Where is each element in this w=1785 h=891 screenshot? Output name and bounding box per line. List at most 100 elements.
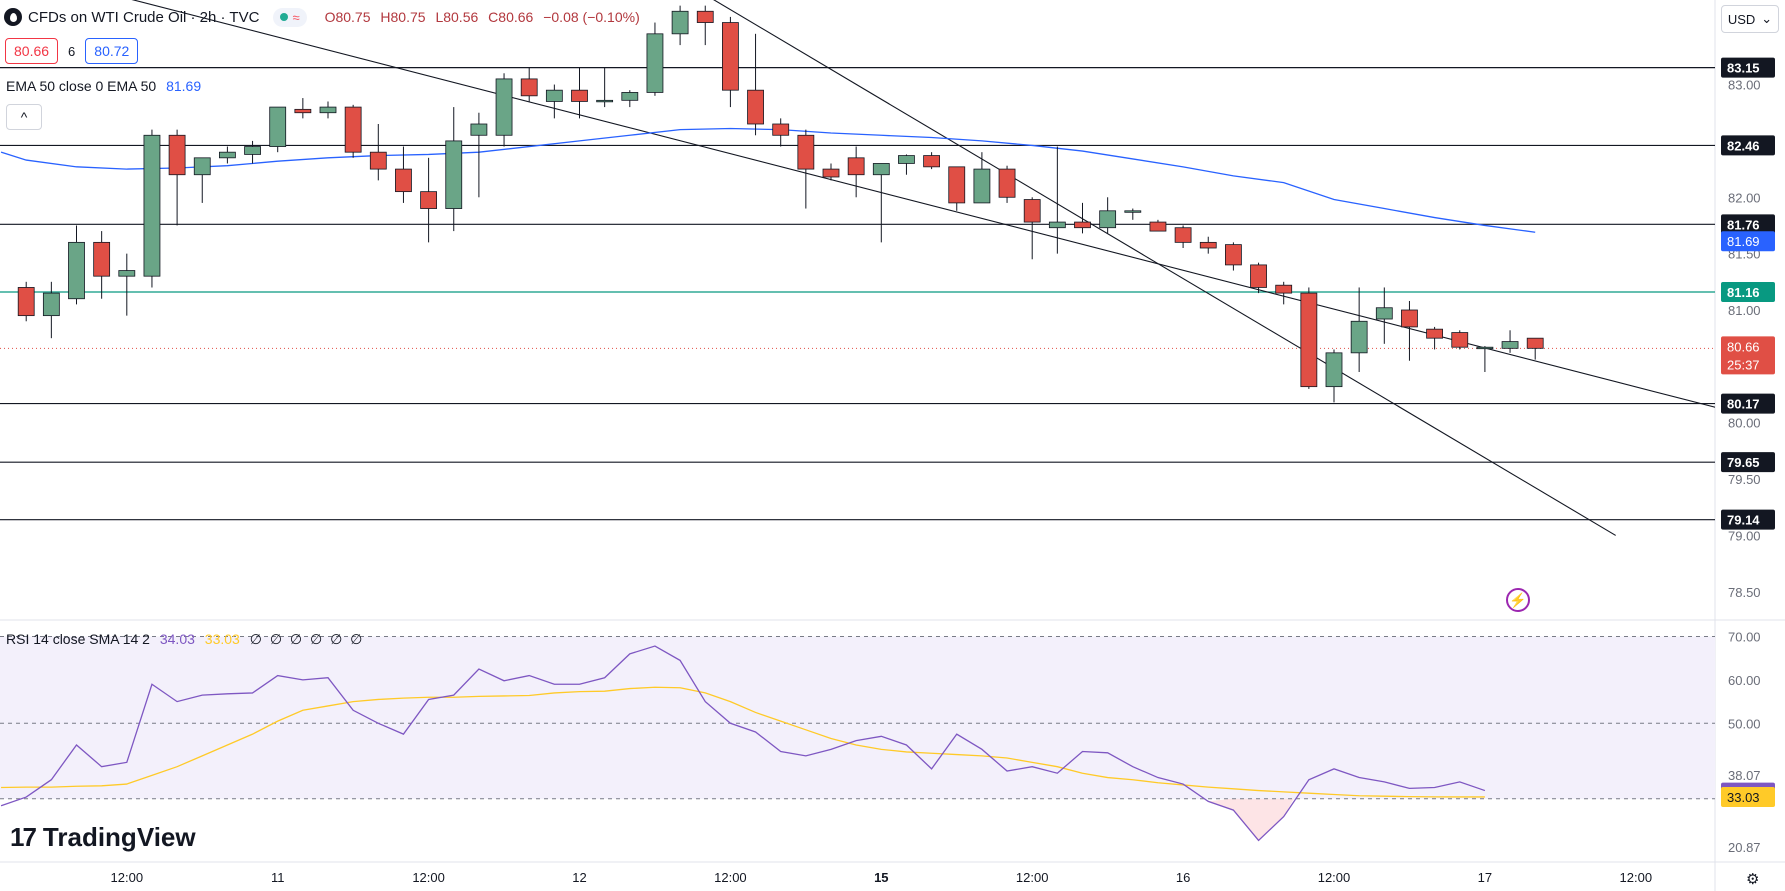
candle-body	[1401, 309, 1418, 328]
candle-body	[1023, 199, 1041, 223]
collapse-legend-button[interactable]: ^	[6, 104, 42, 130]
trade-buttons: 80.66 6 80.72	[5, 38, 139, 64]
candle-body	[294, 108, 312, 114]
candle	[68, 225, 85, 305]
candle-body	[621, 92, 639, 101]
level-axis-label: 79.65	[1727, 455, 1760, 470]
rsi-line	[0, 645, 1486, 842]
candle-body	[118, 270, 136, 277]
rsi-legend-value: 34.03	[159, 631, 195, 647]
candle	[898, 154, 915, 175]
candle	[1225, 242, 1242, 271]
candle-body	[1451, 332, 1469, 348]
candle-body	[571, 89, 588, 102]
level-axis-tag	[1721, 452, 1775, 473]
time-tick-label: 12	[572, 870, 586, 885]
candle-body	[1300, 292, 1318, 388]
time-tick-label: 12:00	[1620, 870, 1653, 885]
candle-body	[872, 163, 890, 176]
time-tick-label: 15	[874, 870, 888, 885]
candle-body	[1124, 210, 1142, 213]
level-axis-label: 83.15	[1727, 61, 1760, 76]
candle-body	[1426, 328, 1443, 339]
candle-body	[923, 155, 940, 168]
candle-body	[495, 78, 513, 136]
candle	[923, 152, 940, 170]
last-price-axis-tag	[1721, 336, 1775, 375]
candle-body	[973, 168, 991, 204]
market-status-badge[interactable]: ≈	[273, 7, 307, 27]
price-tick-label: 78.50	[1728, 585, 1761, 600]
candle-body	[17, 287, 35, 317]
last-price-axis-label: 80.66	[1727, 339, 1760, 354]
rsi-tick-label: 70.00	[1728, 630, 1761, 645]
flash-icon[interactable]: ⚡	[1506, 588, 1530, 612]
sell-button[interactable]: 80.66	[5, 38, 59, 64]
candle	[93, 231, 111, 299]
price-tick-label: 79.00	[1728, 528, 1761, 543]
candle-body	[671, 10, 689, 35]
time-tick-label: 16	[1176, 870, 1190, 885]
candle-body	[646, 33, 664, 93]
candle	[872, 163, 890, 243]
candle	[1174, 225, 1192, 248]
candle	[369, 124, 387, 181]
candle-body	[1048, 221, 1066, 229]
trendline	[131, 0, 1715, 408]
price-tick-label: 79.50	[1728, 472, 1761, 487]
candle	[1250, 262, 1267, 294]
candle	[470, 112, 488, 198]
candle	[1048, 146, 1066, 254]
candle	[269, 106, 287, 153]
candle-body	[1199, 241, 1217, 249]
candle-body	[1275, 284, 1293, 294]
candle-body	[1501, 341, 1519, 349]
candle	[344, 104, 362, 158]
candle-body	[143, 134, 161, 277]
candle	[1300, 287, 1318, 389]
candle	[1199, 236, 1217, 254]
level-axis-label: 80.17	[1727, 397, 1760, 412]
level-axis-label: 79.14	[1727, 513, 1760, 528]
rsi-plot	[0, 636, 1715, 842]
candle	[1526, 337, 1544, 360]
chevron-down-icon: ⌄	[1761, 11, 1773, 26]
symbol-title[interactable]: CFDs on WTI Crude Oil · 2h · TVC	[28, 8, 260, 26]
market-open-icon	[280, 13, 289, 21]
rsi-axis-label: 33.03	[1727, 790, 1760, 805]
candle	[998, 165, 1016, 203]
rsi-legend[interactable]: RSI 14 close SMA 14 2 34.03 33.03 ∅ ∅ ∅ …	[6, 631, 364, 648]
candle	[1023, 197, 1041, 260]
candle	[17, 281, 35, 322]
level-axis-label: 81.76	[1727, 217, 1760, 232]
candle-body	[470, 123, 488, 136]
brand-name: TradingView	[42, 822, 196, 852]
price-tick-label: 81.00	[1728, 303, 1761, 318]
buy-button[interactable]: 80.72	[85, 38, 139, 64]
ema-legend[interactable]: EMA 50 close 0 EMA 50 81.69	[6, 78, 201, 94]
candle-body	[42, 292, 60, 317]
tradingview-logo[interactable]: 17 TradingView	[10, 822, 196, 853]
currency-dropdown[interactable]: USD ⌄	[1721, 5, 1779, 33]
rsi-extra-label: 38.07	[1728, 768, 1761, 783]
high-value: H80.75	[380, 9, 426, 25]
rsi-axis-tag	[1721, 786, 1775, 807]
gear-icon[interactable]: ⚙	[1746, 871, 1760, 888]
price-tick-label: 82.00	[1728, 190, 1761, 205]
rsi-legend-extra: ∅ ∅ ∅ ∅ ∅ ∅	[249, 631, 365, 647]
candle-body	[998, 168, 1016, 198]
rsi-tick-label: 50.00	[1728, 716, 1761, 731]
candle	[495, 73, 513, 147]
candle-body	[1476, 346, 1494, 350]
candle	[621, 90, 639, 108]
candle	[1476, 346, 1494, 372]
candle	[118, 253, 136, 316]
price-tick-label: 83.00	[1728, 78, 1761, 93]
ohlc-readout: O80.75 H80.75 L80.56 C80.66 −0.08 (−0.10…	[325, 9, 640, 25]
candle-body	[596, 99, 614, 103]
candle-body	[369, 151, 387, 170]
candle-body	[218, 151, 236, 159]
change-value: −0.08 (−0.10%)	[543, 9, 640, 25]
candle	[1074, 202, 1091, 234]
